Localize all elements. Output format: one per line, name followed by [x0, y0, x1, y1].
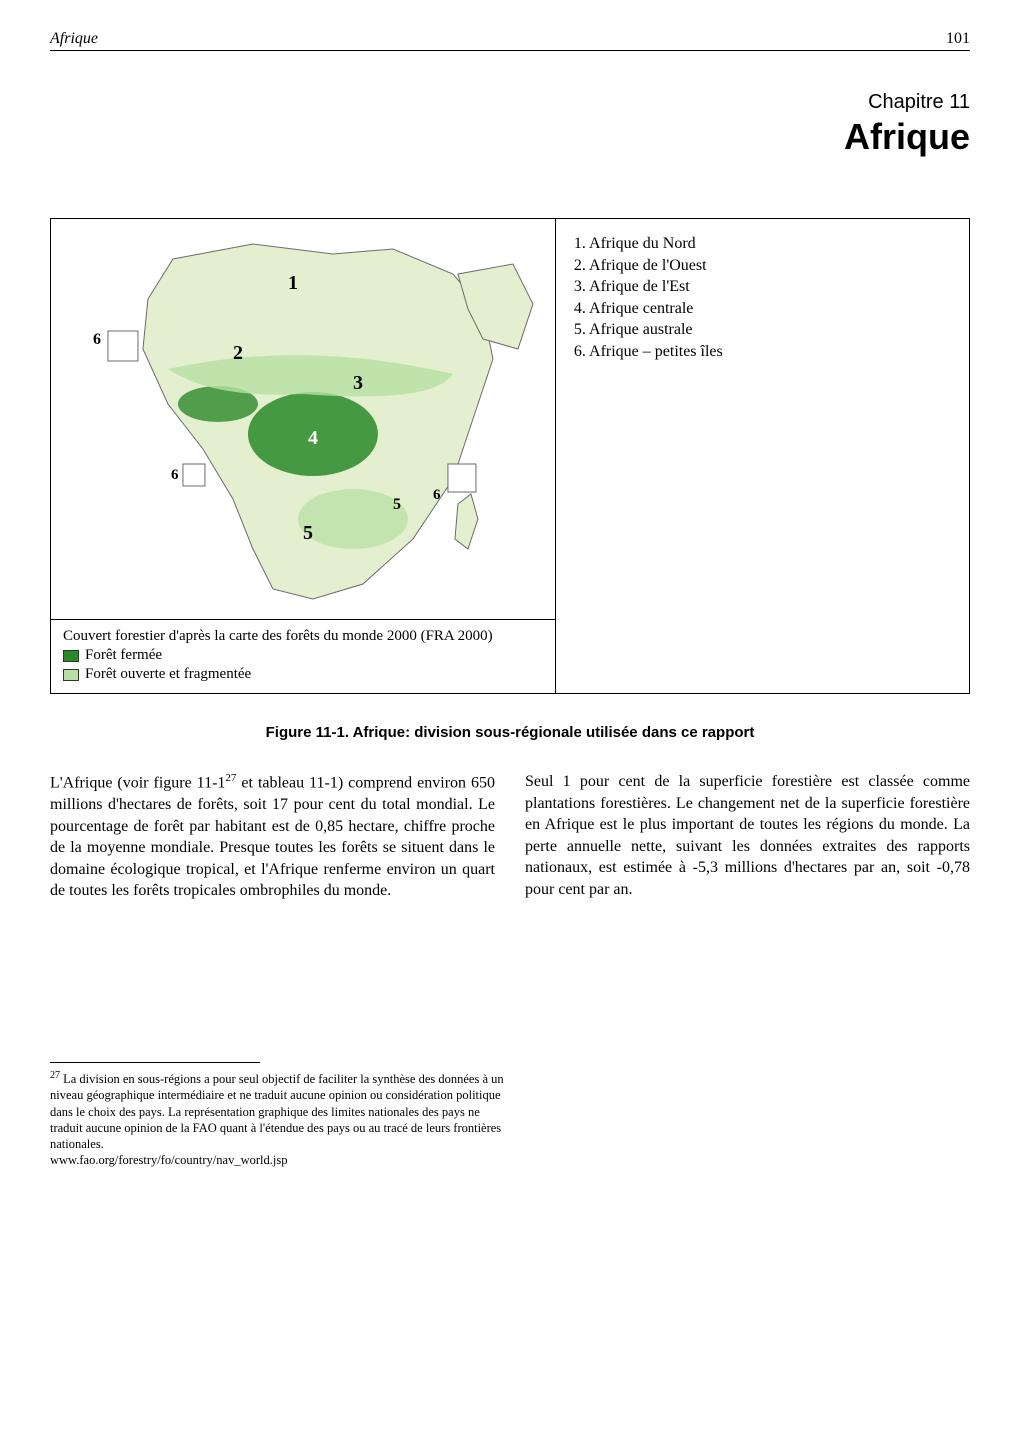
- swatch-closed-label: Forêt fermée: [85, 647, 162, 664]
- map-label-6b: 6: [171, 467, 179, 483]
- map-caption-text: Couvert forestier d'après la carte des f…: [63, 628, 543, 645]
- swatch-open-icon: [63, 669, 79, 681]
- region-list: 1. Afrique du Nord 2. Afrique de l'Ouest…: [556, 219, 969, 693]
- footnote-body: La division en sous-régions a pour seul …: [50, 1072, 504, 1151]
- chapter-title: Afrique: [50, 116, 970, 158]
- para-left-pre: L'Afrique (voir figure 11-1: [50, 774, 225, 791]
- footnote-rule: [50, 1062, 260, 1063]
- map-label-6c: 6: [433, 487, 441, 503]
- figure-caption: Figure 11-1. Afrique: division sous-régi…: [50, 724, 970, 741]
- chapter-label: Chapitre 11: [50, 91, 970, 114]
- inset-capeverde: [108, 331, 138, 361]
- footnote-url: www.fao.org/forestry/fo/country/nav_worl…: [50, 1152, 510, 1168]
- footnote-text: 27 La division en sous-régions a pour se…: [50, 1069, 510, 1152]
- swatch-closed-icon: [63, 650, 79, 662]
- figure-container: 6 6 6 1 2 3 4 5 5 Couvert forestier d'ap…: [50, 218, 970, 694]
- footnote-ref: 27: [225, 772, 236, 784]
- legend-closed-forest: Forêt fermée: [63, 647, 543, 664]
- chapter-heading: Chapitre 11 Afrique: [50, 91, 970, 158]
- para-left: L'Afrique (voir figure 11-127 et tableau…: [50, 771, 495, 902]
- inset-gulf: [183, 464, 205, 486]
- map-svg: 6 6 6 1 2 3 4 5 5: [51, 219, 555, 619]
- madagascar-land: [455, 494, 478, 549]
- map-label-2: 2: [233, 342, 243, 364]
- running-head-text: Afrique: [50, 30, 98, 48]
- region-item: 3. Afrique de l'Est: [574, 276, 951, 298]
- running-header: Afrique 101: [50, 30, 970, 51]
- para-right: Seul 1 pour cent de la superficie forest…: [525, 771, 970, 901]
- map-label-5a: 5: [303, 522, 313, 544]
- map-label-4: 4: [308, 427, 318, 449]
- africa-map: 6 6 6 1 2 3 4 5 5: [51, 219, 555, 619]
- map-panel: 6 6 6 1 2 3 4 5 5 Couvert forestier d'ap…: [51, 219, 556, 693]
- body-col-right: Seul 1 pour cent de la superficie forest…: [525, 771, 970, 902]
- footnotes: 27 La division en sous-régions a pour se…: [50, 1069, 510, 1169]
- region-item: 5. Afrique australe: [574, 319, 951, 341]
- page-number: 101: [946, 30, 970, 48]
- body-col-left: L'Afrique (voir figure 11-127 et tableau…: [50, 771, 495, 902]
- map-label-6a: 6: [93, 331, 101, 348]
- footnote-number: 27: [50, 1070, 60, 1081]
- region-item: 6. Afrique – petites îles: [574, 341, 951, 363]
- inset-indianocean: [448, 464, 476, 492]
- map-label-1: 1: [288, 272, 298, 294]
- legend-open-forest: Forêt ouverte et fragmentée: [63, 666, 543, 683]
- region-item: 2. Afrique de l'Ouest: [574, 255, 951, 277]
- map-label-3: 3: [353, 372, 363, 394]
- para-left-post: et tableau 11-1) comprend environ 650 mi…: [50, 774, 495, 899]
- swatch-open-label: Forêt ouverte et fragmentée: [85, 666, 251, 683]
- forest-open-south: [298, 489, 408, 549]
- body-text: L'Afrique (voir figure 11-127 et tableau…: [50, 771, 970, 902]
- map-label-5b: 5: [393, 496, 401, 513]
- region-item: 4. Afrique centrale: [574, 298, 951, 320]
- region-item: 1. Afrique du Nord: [574, 233, 951, 255]
- map-caption-box: Couvert forestier d'après la carte des f…: [51, 619, 555, 693]
